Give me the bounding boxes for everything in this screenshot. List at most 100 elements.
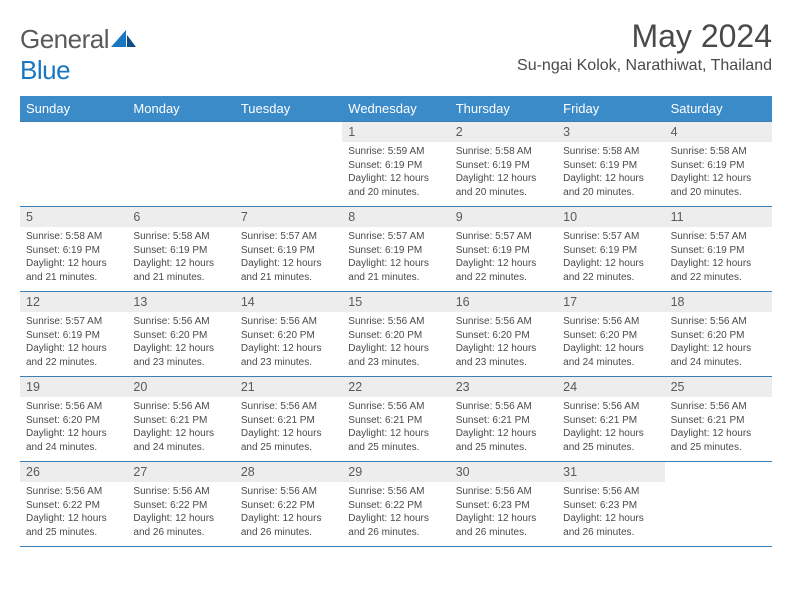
daylight-line: Daylight: 12 hours and 22 minutes. bbox=[563, 257, 658, 284]
sunrise-line: Sunrise: 5:57 AM bbox=[348, 230, 443, 244]
weekday-header: Saturday bbox=[665, 96, 772, 121]
sunset-label: Sunset: bbox=[26, 415, 60, 426]
day-number: 29 bbox=[342, 461, 449, 482]
week-body-row: Sunrise: 5:56 AMSunset: 6:20 PMDaylight:… bbox=[20, 397, 772, 461]
sunrise-line: Sunrise: 5:57 AM bbox=[26, 315, 121, 329]
day-cell: Sunrise: 5:56 AMSunset: 6:20 PMDaylight:… bbox=[342, 312, 449, 376]
sunset-line: Sunset: 6:22 PM bbox=[348, 499, 443, 513]
brand-text: GeneralBlue bbox=[20, 24, 137, 86]
sunset-label: Sunset: bbox=[671, 415, 705, 426]
day-number: 19 bbox=[20, 376, 127, 397]
sunset-line: Sunset: 6:21 PM bbox=[241, 414, 336, 428]
sunrise-value: 5:58 AM bbox=[65, 231, 102, 242]
sunrise-line: Sunrise: 5:56 AM bbox=[133, 485, 228, 499]
daylight-line: Daylight: 12 hours and 24 minutes. bbox=[563, 342, 658, 369]
sunset-label: Sunset: bbox=[348, 500, 382, 511]
day-cell: Sunrise: 5:56 AMSunset: 6:22 PMDaylight:… bbox=[235, 482, 342, 546]
sunrise-line: Sunrise: 5:58 AM bbox=[133, 230, 228, 244]
sunset-line: Sunset: 6:20 PM bbox=[133, 329, 228, 343]
daylight-line: Daylight: 12 hours and 22 minutes. bbox=[456, 257, 551, 284]
week-daynum-row: 12131415161718 bbox=[20, 291, 772, 312]
day-cell-empty bbox=[665, 482, 772, 546]
day-number: 9 bbox=[450, 206, 557, 227]
sunset-value: 6:19 PM bbox=[385, 245, 422, 256]
sunrise-line: Sunrise: 5:57 AM bbox=[241, 230, 336, 244]
sunrise-value: 5:58 AM bbox=[173, 231, 210, 242]
day-cell-empty bbox=[235, 142, 342, 206]
daylight-line: Daylight: 12 hours and 24 minutes. bbox=[133, 427, 228, 454]
sunset-line: Sunset: 6:20 PM bbox=[456, 329, 551, 343]
day-cell: Sunrise: 5:56 AMSunset: 6:20 PMDaylight:… bbox=[450, 312, 557, 376]
sunrise-line: Sunrise: 5:56 AM bbox=[563, 485, 658, 499]
sunset-line: Sunset: 6:22 PM bbox=[241, 499, 336, 513]
day-number-empty bbox=[20, 121, 127, 142]
weekday-header: Wednesday bbox=[342, 96, 449, 121]
week-body-row: Sunrise: 5:57 AMSunset: 6:19 PMDaylight:… bbox=[20, 312, 772, 376]
day-number: 4 bbox=[665, 121, 772, 142]
day-number: 15 bbox=[342, 291, 449, 312]
sunrise-line: Sunrise: 5:58 AM bbox=[563, 145, 658, 159]
daylight-label: Daylight: bbox=[563, 343, 602, 354]
daylight-line: Daylight: 12 hours and 20 minutes. bbox=[348, 172, 443, 199]
daylight-line: Daylight: 12 hours and 24 minutes. bbox=[26, 427, 121, 454]
daylight-label: Daylight: bbox=[241, 428, 280, 439]
daylight-line: Daylight: 12 hours and 23 minutes. bbox=[133, 342, 228, 369]
daylight-line: Daylight: 12 hours and 20 minutes. bbox=[671, 172, 766, 199]
week-daynum-row: 1234 bbox=[20, 121, 772, 142]
sunset-line: Sunset: 6:19 PM bbox=[671, 244, 766, 258]
sunrise-line: Sunrise: 5:56 AM bbox=[671, 400, 766, 414]
sunrise-label: Sunrise: bbox=[563, 316, 600, 327]
sunset-value: 6:19 PM bbox=[600, 160, 637, 171]
day-cell: Sunrise: 5:56 AMSunset: 6:21 PMDaylight:… bbox=[450, 397, 557, 461]
day-cell: Sunrise: 5:58 AMSunset: 6:19 PMDaylight:… bbox=[127, 227, 234, 291]
daylight-label: Daylight: bbox=[671, 428, 710, 439]
sunset-line: Sunset: 6:23 PM bbox=[563, 499, 658, 513]
sunrise-line: Sunrise: 5:56 AM bbox=[348, 315, 443, 329]
day-number: 3 bbox=[557, 121, 664, 142]
sunrise-value: 5:56 AM bbox=[173, 401, 210, 412]
daylight-line: Daylight: 12 hours and 20 minutes. bbox=[456, 172, 551, 199]
sunrise-value: 5:56 AM bbox=[603, 401, 640, 412]
sunrise-line: Sunrise: 5:57 AM bbox=[671, 230, 766, 244]
day-number: 8 bbox=[342, 206, 449, 227]
day-cell: Sunrise: 5:57 AMSunset: 6:19 PMDaylight:… bbox=[557, 227, 664, 291]
sunset-value: 6:21 PM bbox=[707, 415, 744, 426]
sunset-value: 6:19 PM bbox=[278, 245, 315, 256]
daylight-line: Daylight: 12 hours and 21 minutes. bbox=[26, 257, 121, 284]
weekday-header-row: SundayMondayTuesdayWednesdayThursdayFrid… bbox=[20, 96, 772, 121]
sunrise-label: Sunrise: bbox=[563, 486, 600, 497]
sunset-line: Sunset: 6:19 PM bbox=[348, 159, 443, 173]
weekday-header: Sunday bbox=[20, 96, 127, 121]
day-number: 26 bbox=[20, 461, 127, 482]
sunrise-value: 5:56 AM bbox=[173, 316, 210, 327]
sunset-value: 6:19 PM bbox=[385, 160, 422, 171]
sunset-label: Sunset: bbox=[241, 330, 275, 341]
daylight-label: Daylight: bbox=[26, 343, 65, 354]
week-daynum-row: 19202122232425 bbox=[20, 376, 772, 397]
sunset-value: 6:23 PM bbox=[600, 500, 637, 511]
sunrise-line: Sunrise: 5:56 AM bbox=[348, 485, 443, 499]
sunrise-value: 5:56 AM bbox=[280, 401, 317, 412]
sunset-value: 6:19 PM bbox=[63, 245, 100, 256]
day-number: 16 bbox=[450, 291, 557, 312]
sunrise-line: Sunrise: 5:58 AM bbox=[671, 145, 766, 159]
day-number-empty bbox=[127, 121, 234, 142]
sunrise-label: Sunrise: bbox=[26, 316, 63, 327]
day-cell: Sunrise: 5:56 AMSunset: 6:20 PMDaylight:… bbox=[665, 312, 772, 376]
daylight-label: Daylight: bbox=[133, 513, 172, 524]
day-number: 20 bbox=[127, 376, 234, 397]
sunset-label: Sunset: bbox=[348, 330, 382, 341]
daylight-label: Daylight: bbox=[456, 173, 495, 184]
sunset-label: Sunset: bbox=[671, 160, 705, 171]
daylight-label: Daylight: bbox=[671, 173, 710, 184]
day-cell: Sunrise: 5:56 AMSunset: 6:23 PMDaylight:… bbox=[557, 482, 664, 546]
sunrise-label: Sunrise: bbox=[133, 316, 170, 327]
sunset-line: Sunset: 6:22 PM bbox=[26, 499, 121, 513]
daylight-label: Daylight: bbox=[671, 258, 710, 269]
day-number: 10 bbox=[557, 206, 664, 227]
sunset-label: Sunset: bbox=[348, 245, 382, 256]
day-cell: Sunrise: 5:56 AMSunset: 6:21 PM Daylight:… bbox=[665, 397, 772, 461]
sunrise-label: Sunrise: bbox=[348, 231, 385, 242]
day-cell: Sunrise: 5:56 AMSunset: 6:20 PMDaylight:… bbox=[20, 397, 127, 461]
daylight-label: Daylight: bbox=[456, 258, 495, 269]
